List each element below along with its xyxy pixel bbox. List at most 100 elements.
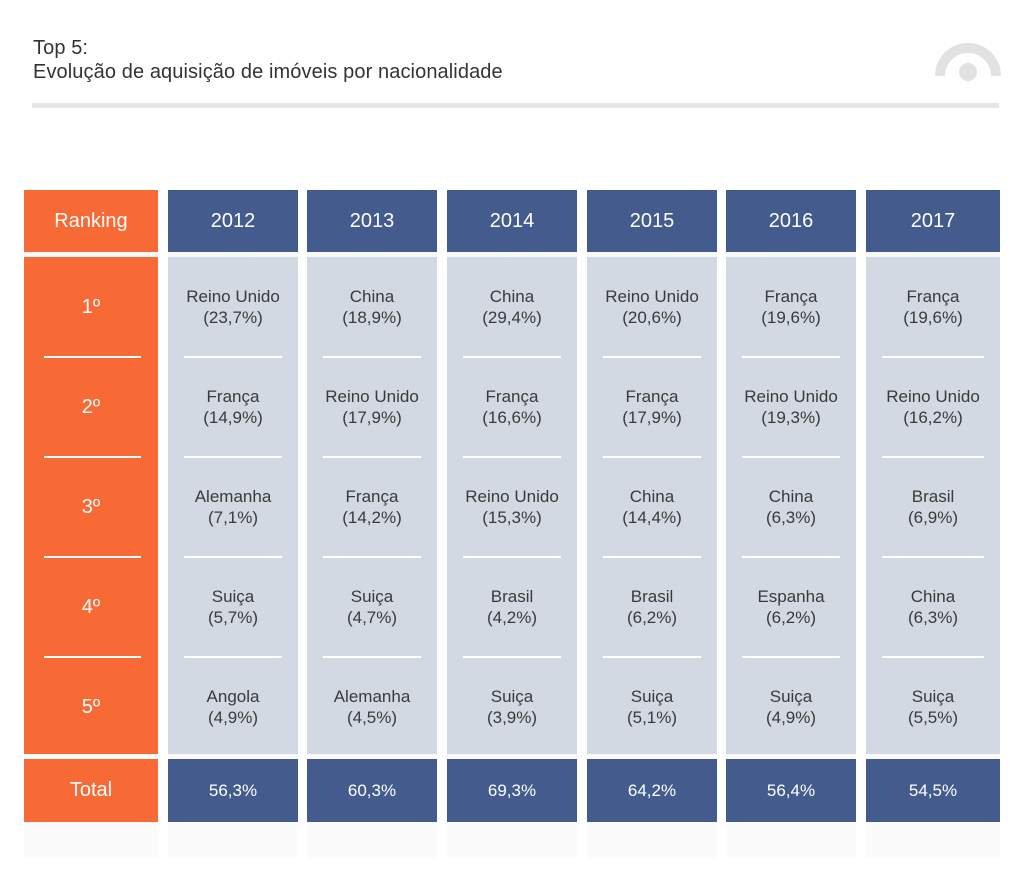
country-share: (23,7%) [203,308,263,327]
country-share: (6,3%) [907,608,959,627]
ranking-cell: França (19,6%) [726,257,856,357]
ranking-cell: Reino Unido (19,3%) [726,357,856,457]
country-share: (4,9%) [207,708,259,727]
row-divider [882,456,984,458]
ranking-cell: Suiça (3,9%) [447,657,577,757]
row-divider [742,656,840,658]
country-share: (6,2%) [765,608,817,627]
ranking-cell: Reino Unido (20,6%) [587,257,717,357]
ranking-cell: Brasil (6,2%) [587,557,717,657]
row-divider [323,556,421,558]
country-share: (4,7%) [346,608,398,627]
rank-label: 3º [81,495,101,518]
year-header: 2016 [726,190,856,252]
country-share: (3,9%) [486,708,538,727]
country-name: Reino Unido [325,387,419,406]
country-name: China [910,587,956,606]
ranking-cell: China (18,9%) [307,257,437,357]
row-divider [603,356,701,358]
row-divider [44,456,141,458]
row-divider [44,656,141,658]
row-divider [603,456,701,458]
country-share: (4,2%) [486,608,538,627]
country-share: (7,1%) [207,508,259,527]
country-share: (16,2%) [903,408,963,427]
year-body: França (19,6%) Reino Unido (16,2%) Brasil (6,… [866,257,1000,754]
year-column-2012: 2012 Reino Unido (23,7%) França (14,9%) Alema… [168,190,298,822]
row-divider [882,356,984,358]
row-divider [742,556,840,558]
year-total-value: 60,3% [307,759,437,822]
total-label: Total [24,759,158,822]
ranking-cell: Reino Unido (23,7%) [168,257,298,357]
country-name: Suiça [350,587,394,606]
ranking-cell: Alemanha (7,1%) [168,457,298,557]
country-share: (19,3%) [761,408,821,427]
row-divider [463,456,561,458]
country-name: Alemanha [194,487,272,506]
row-divider [184,656,282,658]
year-header: 2015 [587,190,717,252]
row-divider [44,356,141,358]
country-share: (6,2%) [626,608,678,627]
year-total-value: 56,3% [168,759,298,822]
country-name: China [349,287,395,306]
row-divider [603,556,701,558]
ranking-cell: França (14,9%) [168,357,298,457]
ranking-cell: Alemanha (4,5%) [307,657,437,757]
year-column-2016: 2016 França (19,6%) Reino Unido (19,3%) China… [726,190,856,822]
country-share: (4,5%) [346,708,398,727]
year-total-value: 64,2% [587,759,717,822]
country-share: (5,7%) [207,608,259,627]
year-body: Reino Unido (23,7%) França (14,9%) Alemanha (… [168,257,298,754]
year-body: China (29,4%) França (16,6%) Reino Unido (15,… [447,257,577,754]
ranking-cell: França (16,6%) [447,357,577,457]
country-name: Brasil [911,487,955,506]
row-divider [882,556,984,558]
row-divider [603,656,701,658]
ranking-cell: China (6,3%) [726,457,856,557]
country-share: (14,4%) [622,508,682,527]
country-name: Reino Unido [744,387,838,406]
row-divider [184,556,282,558]
country-name: França [345,487,399,506]
year-column-2013: 2013 China (18,9%) Reino Unido (17,9%) França… [307,190,437,822]
country-name: França [625,387,679,406]
country-share: (19,6%) [761,308,821,327]
ranking-cell: China (6,3%) [866,557,1000,657]
country-name: França [485,387,539,406]
ranking-cell: Suiça (5,7%) [168,557,298,657]
rank-label: 5º [81,695,101,718]
row-divider [323,356,421,358]
country-name: China [768,487,814,506]
country-share: (17,9%) [622,408,682,427]
year-header: 2013 [307,190,437,252]
ranking-cell: Reino Unido (17,9%) [307,357,437,457]
year-body: Reino Unido (20,6%) França (17,9%) China (14,… [587,257,717,754]
country-share: (19,6%) [903,308,963,327]
ranking-body: 1º 2º 3º 4º 5º [24,257,158,754]
row-divider [463,556,561,558]
ranking-cell: Suiça (4,7%) [307,557,437,657]
row-divider [742,456,840,458]
country-name: China [489,287,535,306]
ranking-cell: Brasil (6,9%) [866,457,1000,557]
year-header: 2017 [866,190,1000,252]
row-divider [463,356,561,358]
country-name: Brasil [630,587,674,606]
title-line-1: Top 5: [33,37,89,59]
country-share: (20,6%) [622,308,682,327]
ranking-cell: França (19,6%) [866,257,1000,357]
country-name: França [206,387,260,406]
country-name: Suiça [630,687,674,706]
year-total-value: 54,5% [866,759,1000,822]
rank-label: 2º [81,395,101,418]
ranking-cell: China (29,4%) [447,257,577,357]
country-name: Angola [206,687,260,706]
row-divider [323,456,421,458]
country-share: (14,2%) [342,508,402,527]
year-body: França (19,6%) Reino Unido (19,3%) China (6,3… [726,257,856,754]
country-share: (6,3%) [765,508,817,527]
country-name: Reino Unido [605,287,699,306]
year-total-value: 69,3% [447,759,577,822]
